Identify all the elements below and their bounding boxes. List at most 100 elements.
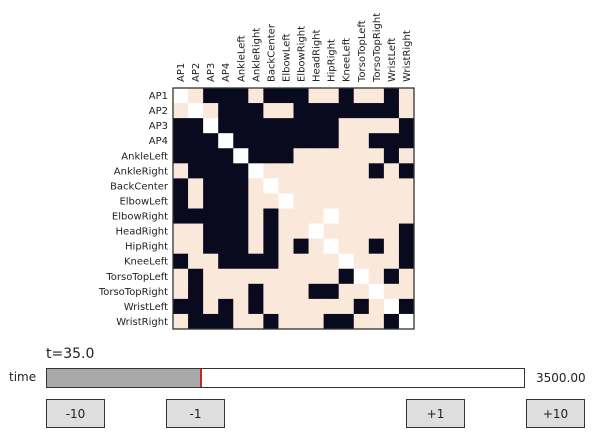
matrix-cell (188, 88, 204, 104)
matrix-cell (248, 88, 264, 104)
matrix-cell (383, 163, 400, 179)
matrix-cell (203, 298, 219, 315)
matrix-cell (368, 133, 385, 149)
matrix-cell (203, 178, 219, 194)
matrix-cell (368, 118, 385, 134)
matrix-cell (263, 193, 279, 209)
matrix-cell (173, 208, 189, 224)
column-label: AP2 (191, 63, 202, 82)
matrix-cell (323, 313, 340, 330)
matrix-cell (248, 148, 264, 164)
matrix-cell (293, 103, 309, 119)
column-label: KneeLeft (342, 38, 353, 82)
matrix-cell (218, 193, 234, 209)
matrix-cell (263, 133, 279, 149)
matrix-cell (233, 238, 249, 255)
matrix-cell (233, 193, 249, 209)
matrix-cell (218, 178, 234, 194)
matrix-cell (263, 283, 279, 300)
matrix-cell (308, 178, 325, 194)
matrix-cell (323, 163, 340, 179)
row-label: ElbowRight (112, 212, 168, 223)
time-label: t=35.0 (46, 346, 95, 362)
matrix-cell (368, 238, 385, 255)
matrix-cell (263, 178, 279, 194)
matrix-cell (338, 268, 355, 285)
matrix-cell (383, 208, 400, 224)
step-plus-10-button[interactable]: +10 (526, 399, 585, 428)
matrix-cell (263, 223, 279, 240)
matrix-cell (368, 163, 385, 179)
matrix-cell (248, 283, 264, 300)
matrix-cell (248, 268, 264, 285)
row-label: AP1 (149, 91, 168, 102)
matrix-cell (353, 283, 370, 300)
matrix-cell (368, 193, 385, 209)
matrix-cell (233, 208, 249, 224)
matrix-cell (293, 88, 309, 104)
matrix-cell (188, 118, 204, 134)
matrix-cell (218, 148, 234, 164)
column-label: ElbowRight (297, 26, 308, 82)
matrix-cell (398, 133, 415, 149)
row-label: BackCenter (110, 181, 169, 192)
matrix-cell (263, 118, 279, 134)
column-label: TorsoTopRight (372, 13, 383, 83)
matrix-cell (278, 133, 294, 149)
matrix-cell (233, 163, 249, 179)
matrix-cell (218, 133, 234, 149)
matrix-cell (368, 283, 385, 300)
matrix-cell (338, 88, 355, 104)
column-label: ElbowLeft (281, 33, 292, 82)
matrix-cell (293, 253, 309, 270)
matrix-cell (173, 283, 189, 300)
matrix-cell (278, 223, 294, 240)
matrix-cell (308, 223, 325, 240)
matrix-cell (338, 148, 355, 164)
matrix-cell (278, 253, 294, 270)
matrix-cell (323, 118, 340, 134)
matrix-cell (323, 223, 340, 240)
matrix-cell (398, 103, 415, 119)
matrix-cell (293, 298, 309, 315)
matrix-cell (248, 118, 264, 134)
matrix-cell (173, 148, 189, 164)
matrix-cell (188, 223, 204, 240)
column-label: TorsoTopLeft (357, 20, 368, 83)
matrix-cell (248, 178, 264, 194)
column-label: AP1 (176, 63, 187, 82)
matrix-cell (353, 148, 370, 164)
step-minus-1-button[interactable]: -1 (166, 399, 225, 428)
matrix-cell (248, 313, 264, 330)
matrix-cell (203, 148, 219, 164)
slider-handle[interactable] (200, 369, 202, 387)
matrix-cell (218, 208, 234, 224)
matrix-cell (218, 103, 234, 119)
matrix-cell (353, 253, 370, 270)
matrix-cell (383, 298, 400, 315)
matrix-cell (263, 208, 279, 224)
step-minus-10-button[interactable]: -10 (46, 399, 105, 428)
matrix-cell (338, 313, 355, 330)
matrix-cell (233, 118, 249, 134)
matrix-cell (218, 163, 234, 179)
matrix-cell (398, 208, 415, 224)
time-slider[interactable] (46, 368, 525, 388)
matrix-cell (383, 253, 400, 270)
matrix-cell (173, 253, 189, 270)
step-plus-1-button[interactable]: +1 (406, 399, 465, 428)
slider-max-label: 3500.00 (536, 371, 586, 385)
matrix-cell (398, 118, 415, 134)
matrix-cell (353, 178, 370, 194)
matrix-cell (263, 103, 279, 119)
matrix-cell (353, 208, 370, 224)
matrix-cell (293, 268, 309, 285)
matrix-cell (368, 223, 385, 240)
matrix-cell (248, 223, 264, 240)
column-label: AnkleLeft (236, 35, 247, 82)
matrix-cell (278, 193, 294, 209)
matrix-cell (383, 133, 400, 149)
matrix-cell (338, 193, 355, 209)
matrix-cell (218, 313, 234, 330)
matrix-frame (172, 87, 415, 330)
